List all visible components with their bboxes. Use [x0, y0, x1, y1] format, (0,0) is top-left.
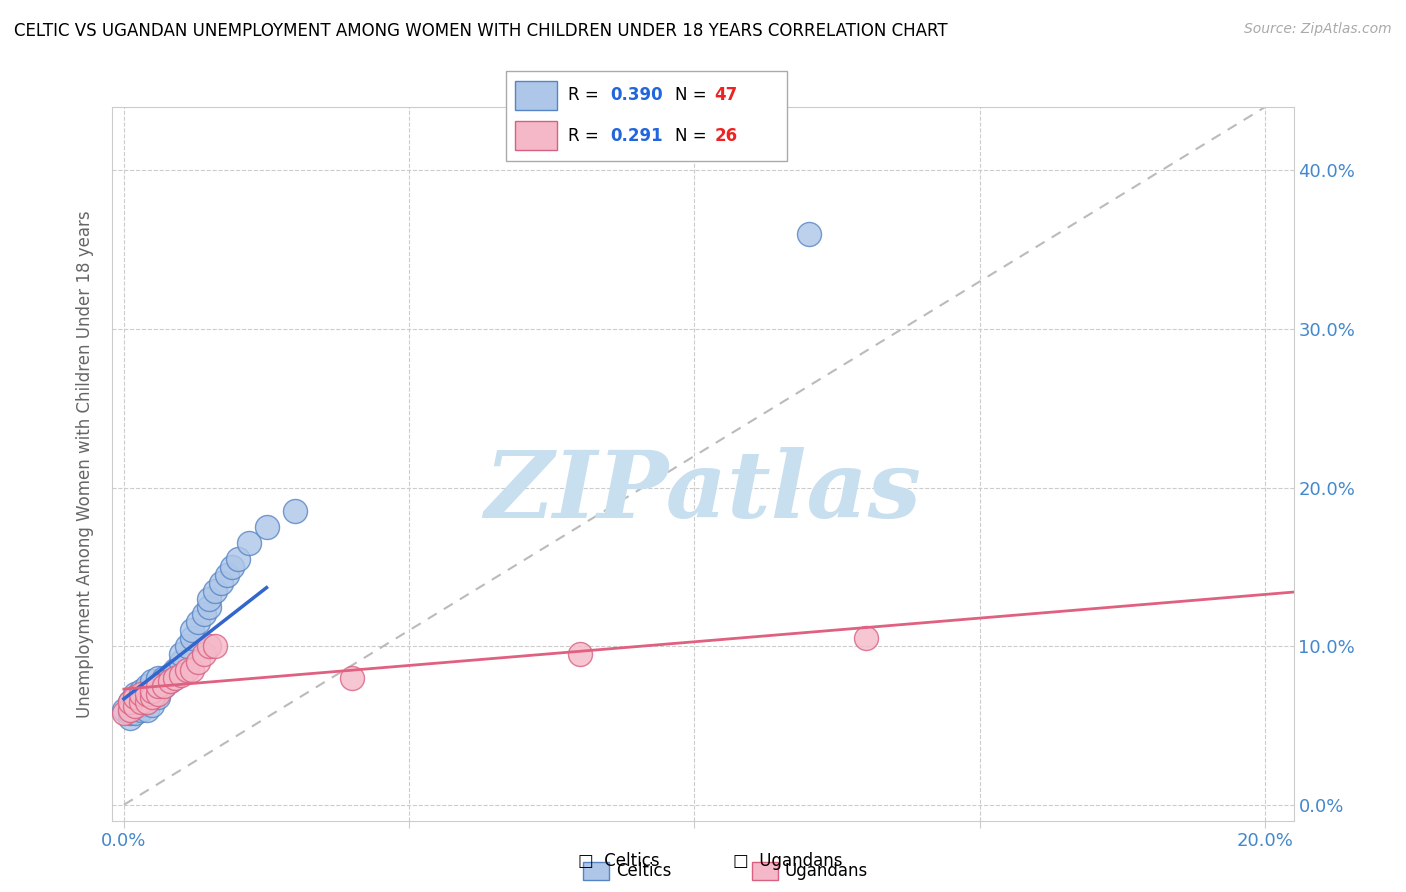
- Point: [124, 687, 146, 701]
- Point: [569, 647, 592, 661]
- Point: [135, 703, 157, 717]
- Point: [118, 706, 141, 720]
- FancyBboxPatch shape: [506, 71, 787, 161]
- Text: R =: R =: [568, 87, 605, 104]
- Point: [187, 655, 209, 669]
- Text: □  Celtics: □ Celtics: [578, 852, 659, 870]
- Point: [159, 667, 181, 681]
- Point: [129, 683, 152, 698]
- Point: [284, 504, 307, 518]
- Point: [124, 699, 146, 714]
- Point: [238, 536, 260, 550]
- Text: 0.390: 0.390: [610, 87, 662, 104]
- Point: [159, 674, 181, 689]
- Point: [135, 690, 157, 704]
- Point: [226, 552, 249, 566]
- Point: [193, 607, 215, 622]
- Point: [135, 687, 157, 701]
- Point: [176, 639, 198, 653]
- Point: [170, 647, 193, 661]
- Point: [129, 687, 152, 701]
- Point: [176, 663, 198, 677]
- Point: [198, 599, 221, 614]
- Point: [129, 690, 152, 704]
- Text: Source: ZipAtlas.com: Source: ZipAtlas.com: [1244, 22, 1392, 37]
- Point: [146, 671, 169, 685]
- Point: [129, 698, 152, 712]
- Point: [221, 560, 243, 574]
- Point: [181, 663, 204, 677]
- Point: [141, 683, 163, 698]
- Text: R =: R =: [568, 127, 605, 145]
- Point: [112, 706, 135, 720]
- Point: [153, 671, 176, 685]
- Point: [112, 703, 135, 717]
- Point: [146, 690, 169, 704]
- Bar: [515, 81, 557, 110]
- Text: ZIPatlas: ZIPatlas: [485, 448, 921, 537]
- Point: [165, 671, 187, 685]
- Point: [215, 567, 238, 582]
- Text: 26: 26: [714, 127, 737, 145]
- Text: Ugandans: Ugandans: [785, 862, 868, 880]
- Text: 47: 47: [714, 87, 738, 104]
- Text: □  Ugandans: □ Ugandans: [733, 852, 842, 870]
- Point: [193, 647, 215, 661]
- Point: [146, 679, 169, 693]
- Point: [153, 679, 176, 693]
- Point: [141, 674, 163, 689]
- Point: [141, 690, 163, 704]
- Point: [124, 695, 146, 709]
- Text: CELTIC VS UGANDAN UNEMPLOYMENT AMONG WOMEN WITH CHILDREN UNDER 18 YEARS CORRELAT: CELTIC VS UGANDAN UNEMPLOYMENT AMONG WOM…: [14, 22, 948, 40]
- Text: Celtics: Celtics: [616, 862, 671, 880]
- Point: [159, 674, 181, 689]
- Point: [135, 695, 157, 709]
- Point: [129, 695, 152, 709]
- Text: N =: N =: [675, 87, 711, 104]
- Point: [146, 687, 169, 701]
- Point: [118, 710, 141, 724]
- Point: [797, 227, 820, 241]
- Point: [146, 683, 169, 698]
- Point: [118, 703, 141, 717]
- Y-axis label: Unemployment Among Women with Children Under 18 years: Unemployment Among Women with Children U…: [76, 210, 94, 718]
- Point: [118, 695, 141, 709]
- Bar: [515, 121, 557, 150]
- Point: [170, 667, 193, 681]
- Point: [129, 703, 152, 717]
- Point: [209, 575, 232, 590]
- Point: [181, 632, 204, 646]
- Point: [124, 699, 146, 714]
- Point: [855, 632, 877, 646]
- Point: [135, 679, 157, 693]
- Point: [124, 706, 146, 720]
- Point: [165, 663, 187, 677]
- Point: [204, 639, 226, 653]
- Point: [153, 679, 176, 693]
- Point: [141, 690, 163, 704]
- Point: [198, 639, 221, 653]
- Point: [198, 591, 221, 606]
- Point: [204, 583, 226, 598]
- Point: [340, 671, 363, 685]
- Point: [187, 615, 209, 630]
- Point: [141, 683, 163, 698]
- Point: [141, 698, 163, 712]
- Text: N =: N =: [675, 127, 711, 145]
- Point: [118, 699, 141, 714]
- Point: [181, 624, 204, 638]
- Point: [170, 655, 193, 669]
- Point: [124, 690, 146, 704]
- Point: [118, 695, 141, 709]
- Point: [256, 520, 278, 534]
- Point: [135, 695, 157, 709]
- Text: 0.291: 0.291: [610, 127, 662, 145]
